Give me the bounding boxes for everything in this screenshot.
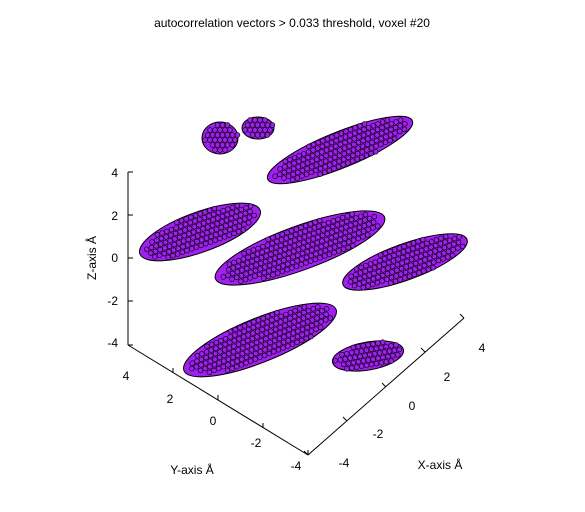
voxel-point [215, 143, 220, 148]
voxel-point [220, 133, 225, 138]
voxel-point [210, 133, 215, 138]
voxel-point [263, 118, 268, 123]
voxel-point [215, 133, 220, 138]
z-tick-label: 2 [111, 209, 118, 223]
x-tick-label: -4 [339, 456, 350, 470]
voxel-point [208, 138, 213, 143]
chart-title: autocorrelation vectors > 0.033 threshol… [154, 16, 430, 30]
data-cluster [176, 289, 345, 391]
y-tick-label: 0 [210, 414, 217, 428]
voxel-point [213, 148, 218, 153]
tick-mark [343, 417, 347, 421]
voxel-point [250, 133, 255, 138]
data-cluster [261, 104, 419, 196]
voxel-point [258, 128, 263, 133]
voxel-point [255, 133, 260, 138]
y-tick-label: 4 [123, 369, 130, 383]
voxel-point [223, 128, 228, 133]
z-tick-label: 4 [111, 166, 118, 180]
voxel-point [253, 118, 258, 123]
z-axis-label: Z-axis Å [84, 236, 99, 280]
voxel-point [248, 128, 253, 133]
voxel-point [250, 123, 255, 128]
voxel-point [225, 123, 230, 128]
voxel-point [260, 133, 265, 138]
voxel-point [225, 133, 230, 138]
z-tick-label: 0 [111, 251, 118, 265]
voxel-point [230, 133, 235, 138]
voxel-point [235, 133, 240, 138]
voxel-point [255, 123, 260, 128]
voxel-point [268, 128, 273, 133]
voxel-point [203, 138, 208, 143]
data-cluster [242, 117, 275, 139]
voxel-point [218, 148, 223, 153]
y-tick-label: -2 [251, 436, 262, 450]
data-cluster [202, 122, 240, 154]
tick-mark [382, 383, 386, 387]
tick-mark [421, 348, 425, 352]
voxel-point [258, 118, 263, 123]
voxel-point [253, 128, 258, 133]
x-tick-label: 2 [444, 370, 451, 384]
voxel-point [220, 143, 225, 148]
voxel-point [245, 123, 250, 128]
voxel-point [228, 138, 233, 143]
voxel-point [228, 128, 233, 133]
voxel-point [220, 123, 225, 128]
voxel-point [223, 138, 228, 143]
voxel-point [218, 138, 223, 143]
z-tick-label: -2 [107, 294, 118, 308]
voxel-point [260, 123, 265, 128]
voxel-point [223, 148, 228, 153]
voxel-point [213, 138, 218, 143]
y-tick-label: 2 [167, 392, 174, 406]
voxel-point [218, 128, 223, 133]
voxel-point [213, 128, 218, 133]
voxel-point [230, 143, 235, 148]
data-clusters [133, 104, 473, 391]
voxel-point [205, 133, 210, 138]
voxel-point [263, 128, 268, 133]
y-tick-label: -4 [291, 459, 302, 473]
voxel-point [215, 123, 220, 128]
voxel-point [270, 123, 275, 128]
voxel-point [248, 118, 253, 123]
data-cluster [330, 336, 406, 376]
voxel-point [233, 138, 238, 143]
voxel-point [265, 123, 270, 128]
x-tick-label: 4 [479, 341, 486, 355]
voxel-point [265, 133, 270, 138]
z-tick-label: -4 [107, 336, 118, 350]
x-axis-label: X-axis Å [418, 457, 463, 472]
x-tick-label: -2 [373, 427, 384, 441]
voxel-point [243, 128, 248, 133]
y-axis-label: Y-axis Å [170, 462, 214, 477]
x-tick-label: 0 [409, 399, 416, 413]
voxel-point [210, 143, 215, 148]
tick-mark [460, 314, 464, 318]
voxel-point [208, 128, 213, 133]
voxel-point [225, 143, 230, 148]
